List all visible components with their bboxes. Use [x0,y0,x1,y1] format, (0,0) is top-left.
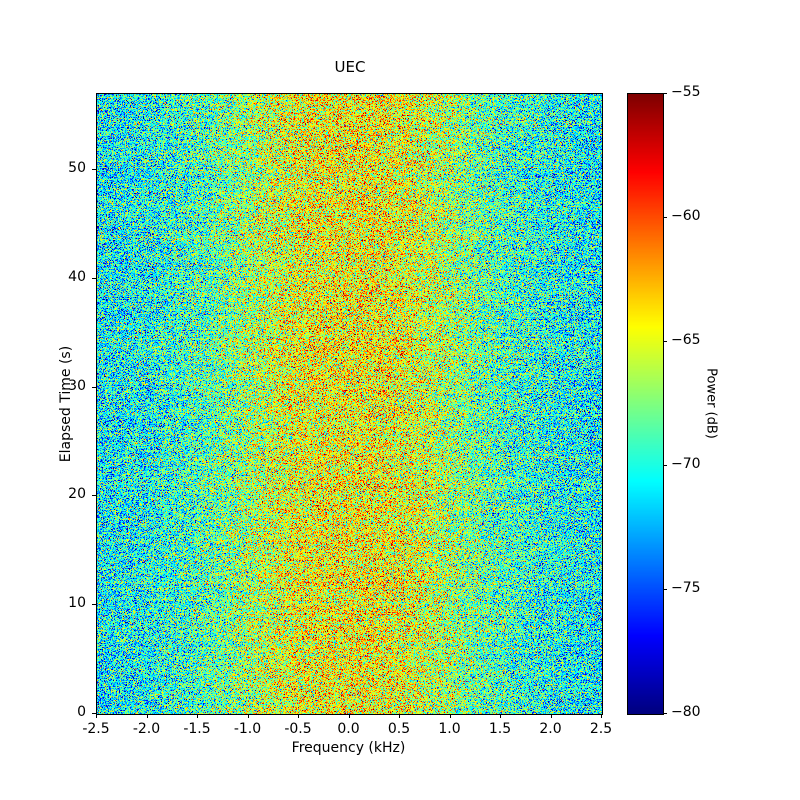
y-tick-label: 30 [68,377,86,394]
colorbar-tick-mark [663,93,667,94]
x-tick-label: 1.5 [488,721,512,737]
x-tick-mark [96,714,97,718]
y-tick-mark [92,713,96,714]
x-axis-label: Frequency (kHz) [291,740,406,756]
colorbar-tick-label: −60 [671,208,701,224]
y-tick-mark [92,604,96,606]
x-tick-mark [500,714,501,718]
y-tick-mark [92,169,96,171]
x-tick-label: 1.0 [438,721,461,737]
colorbar-tick-mark [663,217,667,218]
y-tick-label: 10 [68,595,86,612]
x-tick-mark [348,714,350,718]
x-tick-label: -1.5 [183,721,211,737]
x-tick-mark [298,714,299,718]
y-tick-mark [92,277,96,279]
colorbar-label: Power (dB) [703,368,719,439]
colorbar-tick-label: −70 [671,456,701,472]
x-tick-label: 0.5 [387,721,411,737]
colorbar-tick-label: −55 [671,84,701,100]
colorbar-tick-mark [663,713,667,714]
colorbar-tick-label: −65 [671,332,701,348]
y-axis-label: Elapsed Time (s) [58,345,74,463]
x-tick-mark [601,714,602,718]
colorbar-tick-label: −75 [671,580,701,596]
colorbar-tick-mark [663,465,667,466]
colorbar-tick-mark [663,589,667,590]
x-tick-mark [449,714,451,718]
station-name: UEC [334,58,366,76]
spectrogram-plot-area [96,93,603,715]
x-tick-label: 0.0 [337,721,360,737]
x-tick-label: 2.0 [539,721,562,737]
x-tick-mark [247,714,249,718]
x-tick-mark [399,714,400,718]
y-tick-label: 50 [68,160,86,177]
spectrogram-heatmap [97,94,602,714]
x-tick-label: -0.5 [284,721,312,737]
colorbar-tick-label: −80 [671,704,701,720]
x-tick-label: -2.5 [82,721,110,737]
x-tick-label: -2.0 [132,721,161,737]
y-tick-label: 20 [68,486,86,503]
colorbar-gradient [628,94,663,714]
y-tick-mark [92,495,96,497]
y-tick-mark [92,386,96,388]
y-tick-label: 0 [77,704,86,720]
x-tick-mark [146,714,148,718]
x-tick-mark [197,714,198,718]
colorbar-tick-mark [663,341,667,342]
x-tick-mark [550,714,552,718]
colorbar [627,93,664,715]
x-tick-label: -1.0 [233,721,262,737]
y-tick-label: 40 [68,268,86,285]
x-tick-label: 2.5 [589,721,613,737]
